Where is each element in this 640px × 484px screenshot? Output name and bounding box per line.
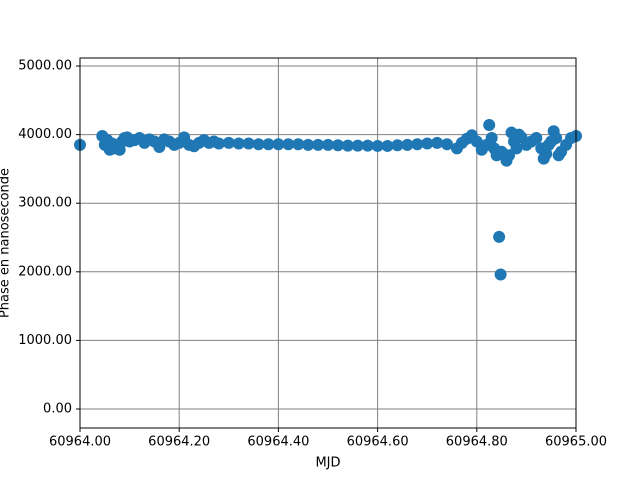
- point: [232, 137, 245, 150]
- point: [411, 138, 424, 151]
- x-tick-label: 60964.60: [347, 435, 409, 450]
- axes-frame: [79, 57, 577, 429]
- x-tick-label: 60964.00: [49, 435, 111, 450]
- point: [381, 139, 394, 152]
- point: [222, 136, 235, 149]
- point: [530, 132, 543, 145]
- point: [322, 138, 334, 151]
- y-tick-label: 1000.00: [18, 333, 72, 348]
- x-tick-label: 60964.40: [247, 435, 309, 450]
- point: [550, 132, 563, 145]
- x-tick-label: 60964.20: [148, 435, 210, 450]
- y-tick-label: 5000.00: [18, 59, 72, 74]
- point: [252, 138, 265, 151]
- point: [510, 142, 523, 155]
- x-tick-label: 60965.00: [545, 435, 607, 450]
- point: [421, 137, 434, 150]
- point: [282, 138, 295, 151]
- point: [262, 138, 275, 151]
- point: [371, 139, 384, 152]
- point: [431, 136, 444, 149]
- point: [312, 138, 325, 151]
- y-tick-label: 4000.00: [18, 127, 72, 142]
- point: [485, 132, 498, 145]
- x-axis-label: MJD: [315, 456, 340, 471]
- point: [212, 137, 225, 150]
- point: [483, 119, 496, 132]
- point: [391, 139, 404, 152]
- point: [272, 138, 285, 151]
- point: [441, 138, 454, 151]
- point: [493, 230, 506, 243]
- point: [302, 138, 315, 151]
- y-axis-label: Phase en nanoseconde: [0, 168, 13, 318]
- x-tick-label: 60964.80: [446, 435, 508, 450]
- y-tick-label: 3000.00: [18, 196, 72, 211]
- point: [351, 139, 364, 152]
- y-tick-label: 0.00: [43, 401, 72, 416]
- point: [361, 139, 374, 152]
- point: [341, 139, 354, 152]
- point: [292, 138, 305, 151]
- y-tick-label: 2000.00: [18, 264, 72, 279]
- point: [242, 137, 255, 150]
- point: [331, 139, 344, 152]
- point: [401, 138, 414, 151]
- point: [494, 268, 507, 281]
